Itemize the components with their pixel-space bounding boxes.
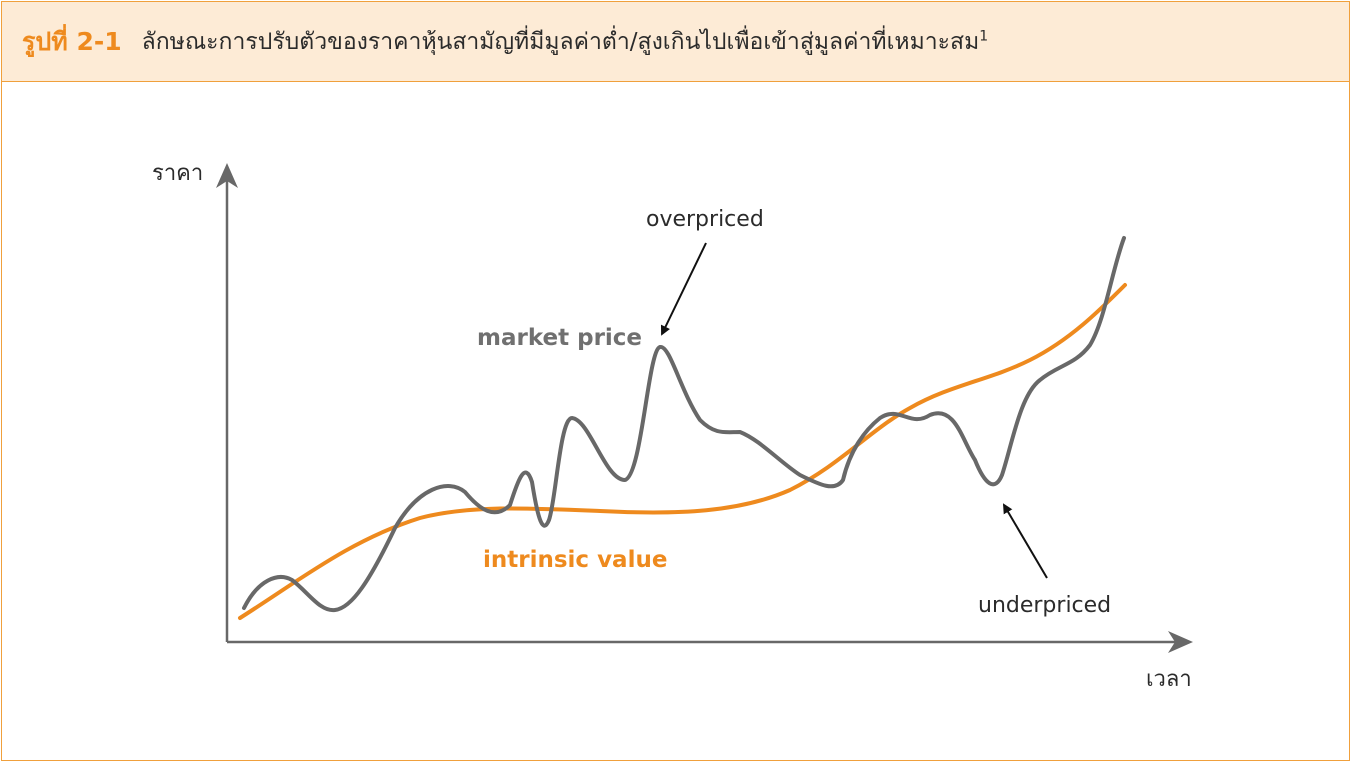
figure-header: รูปที่ 2-1 ลักษณะการปรับตัวของราคาหุ้นสา… [2,2,1349,82]
underpriced-label: underpriced [978,593,1111,618]
underpriced-arrow [1002,503,1048,579]
market-price-label: market price [477,325,642,351]
figure-title: ลักษณะการปรับตัวของราคาหุ้นสามัญที่มีมูล… [142,24,989,60]
y-axis-arrowhead [216,163,238,188]
intrinsic-value-label: intrinsic value [483,547,667,573]
intrinsic-value-line [238,283,1127,620]
x-axis-arrowhead [1168,631,1193,653]
x-axis-label: เวลา [1146,667,1192,692]
y-axis-label: ราคา [152,161,203,186]
overpriced-arrow [660,242,707,336]
figure-title-text: ลักษณะการปรับตัวของราคาหุ้นสามัญที่มีมูล… [141,28,980,55]
market-price-line [242,236,1126,613]
overpriced-label: overpriced [646,207,764,232]
figure-number: รูปที่ 2-1 [22,26,122,56]
footnote-mark: 1 [979,27,989,44]
